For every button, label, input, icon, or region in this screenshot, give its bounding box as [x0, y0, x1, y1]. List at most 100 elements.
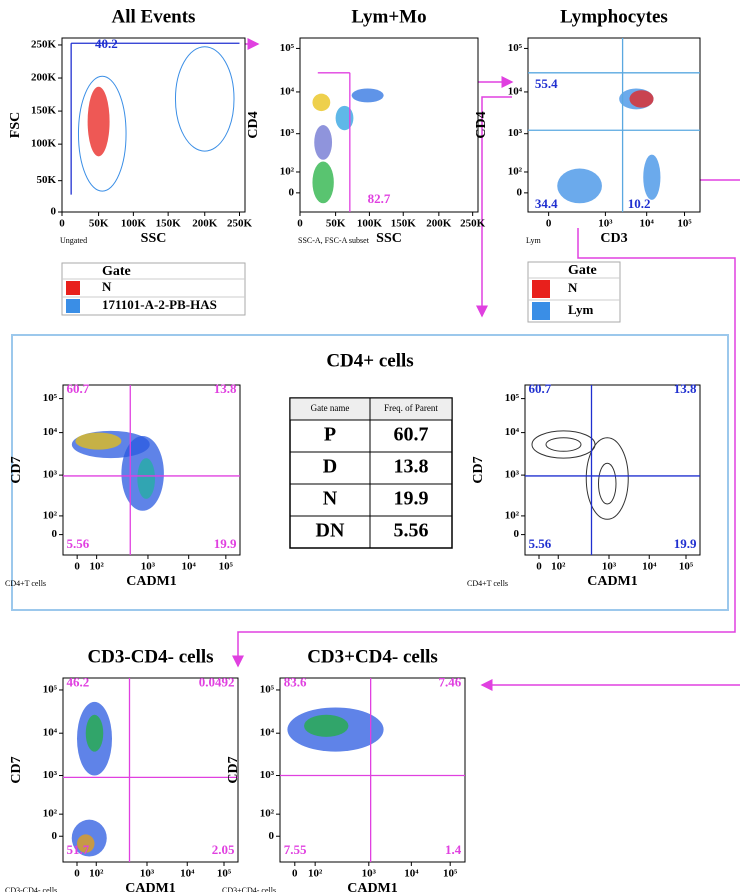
legend-item: Lym: [568, 302, 593, 317]
gate-frequency: 7.46: [439, 675, 462, 690]
x-tick-label: 100K: [121, 218, 147, 230]
density: [545, 437, 582, 452]
density: [174, 46, 235, 152]
gate-frequency: 40.2: [95, 36, 118, 51]
gate-frequency: 34.4: [535, 196, 558, 211]
y-tick-label: 10⁵: [260, 683, 275, 695]
y-axis-label: CD7: [226, 756, 241, 783]
x-tick-label: 0: [546, 218, 552, 230]
y-tick-label: 10²: [260, 808, 275, 820]
y-tick-label: 10⁴: [43, 426, 58, 438]
x-tick-label: 200K: [192, 218, 218, 230]
plot-title: CD3-CD4- cells: [87, 646, 213, 667]
y-tick-label: 10²: [43, 509, 58, 521]
legend-header: Gate: [102, 264, 131, 279]
y-tick-label: 250K: [31, 38, 57, 50]
y-tick-label: 10³: [260, 769, 275, 781]
x-tick-label: 50K: [326, 218, 346, 230]
x-tick-label: 150K: [156, 218, 182, 230]
plot-frame: [524, 384, 701, 556]
x-tick-label: 100K: [357, 218, 383, 230]
box-title: CD4+ cells: [326, 350, 413, 371]
subset-label: CD3-CD4- cells: [5, 886, 57, 892]
y-tick-label: 10⁴: [260, 727, 275, 739]
density: [585, 437, 629, 520]
gate-frequency: 46.2: [67, 675, 90, 690]
y-axis-label: CD7: [471, 456, 486, 483]
y-tick-label: 10²: [508, 166, 523, 178]
x-axis-label: SSC: [376, 231, 402, 246]
y-axis-label: CD4: [474, 111, 489, 138]
density: [598, 462, 617, 505]
y-tick-label: 10⁴: [505, 426, 520, 438]
y-tick-label: 10⁵: [43, 683, 58, 695]
y-tick-label: 0: [52, 830, 58, 842]
y-tick-label: 150K: [31, 105, 57, 117]
legend-item: N: [102, 279, 112, 294]
y-axis-label: CD7: [9, 456, 24, 483]
x-axis-label: CADM1: [347, 881, 398, 892]
gate-frequency: 60.7: [67, 381, 90, 396]
y-tick-label: 0: [514, 528, 520, 540]
y-tick-label: 10⁵: [505, 392, 520, 404]
y-tick-label: 200K: [31, 72, 57, 84]
x-tick-label: 10²: [89, 561, 104, 573]
density: [77, 834, 95, 853]
x-tick-label: 10³: [140, 868, 155, 880]
x-tick-label: 10²: [308, 868, 323, 880]
x-tick-label: 10²: [89, 868, 104, 880]
plot-title: Lym+Mo: [351, 6, 426, 27]
x-tick-label: 0: [59, 218, 65, 230]
table-cell: P: [324, 424, 336, 446]
y-axis-label: CD4: [246, 111, 261, 138]
density: [643, 154, 661, 200]
density: [137, 458, 156, 499]
subset-label: CD4+T cells: [5, 579, 46, 588]
table-cell: 5.56: [394, 520, 429, 542]
gate-frequency: 2.05: [212, 842, 235, 857]
x-tick-label: 10⁵: [217, 868, 232, 880]
gate-frequency: 55.4: [535, 76, 558, 91]
y-tick-label: 10⁵: [508, 42, 523, 54]
gate-frequency: 10.2: [628, 196, 651, 211]
y-tick-label: 100K: [31, 138, 57, 150]
y-axis-label: CD7: [9, 756, 24, 783]
y-tick-label: 10³: [508, 127, 523, 139]
y-tick-label: 50K: [36, 174, 56, 186]
density: [351, 88, 384, 103]
subset-label: CD3+CD4- cells: [222, 886, 276, 892]
y-tick-label: 10³: [43, 469, 58, 481]
y-tick-label: 10³: [505, 469, 520, 481]
table-cell: 19.9: [394, 488, 429, 510]
gate-frequency: 82.7: [368, 191, 391, 206]
density: [557, 168, 602, 204]
x-tick-label: 250K: [227, 218, 253, 230]
table-cell: 60.7: [394, 424, 429, 446]
density: [87, 86, 110, 157]
x-tick-label: 10⁵: [679, 561, 694, 573]
x-axis-label: CD3: [600, 231, 627, 246]
y-tick-label: 10⁵: [43, 392, 58, 404]
x-tick-label: 10⁴: [404, 868, 419, 880]
x-tick-label: 10⁵: [677, 218, 692, 230]
density: [77, 75, 127, 192]
legend-swatch: [532, 280, 550, 298]
y-tick-label: 10⁴: [43, 727, 58, 739]
table-cell: DN: [316, 520, 345, 542]
density: [304, 714, 349, 737]
legend-box: [61, 262, 246, 316]
legend-swatch: [532, 302, 550, 320]
x-tick-label: 10⁵: [219, 561, 234, 573]
plot-frame: [279, 677, 466, 863]
plot-frame: [527, 37, 701, 213]
y-tick-label: 10²: [280, 166, 295, 178]
gate-frequency: 0.0492: [199, 675, 235, 690]
x-tick-label: 0: [536, 561, 542, 573]
legend-swatch: [66, 299, 80, 313]
gate-frequency: 51.7: [67, 842, 90, 857]
cd4-box: [11, 334, 729, 611]
gate-frequency: 1.4: [445, 842, 462, 857]
gate-frequency: 19.9: [674, 536, 697, 551]
density: [85, 714, 104, 752]
